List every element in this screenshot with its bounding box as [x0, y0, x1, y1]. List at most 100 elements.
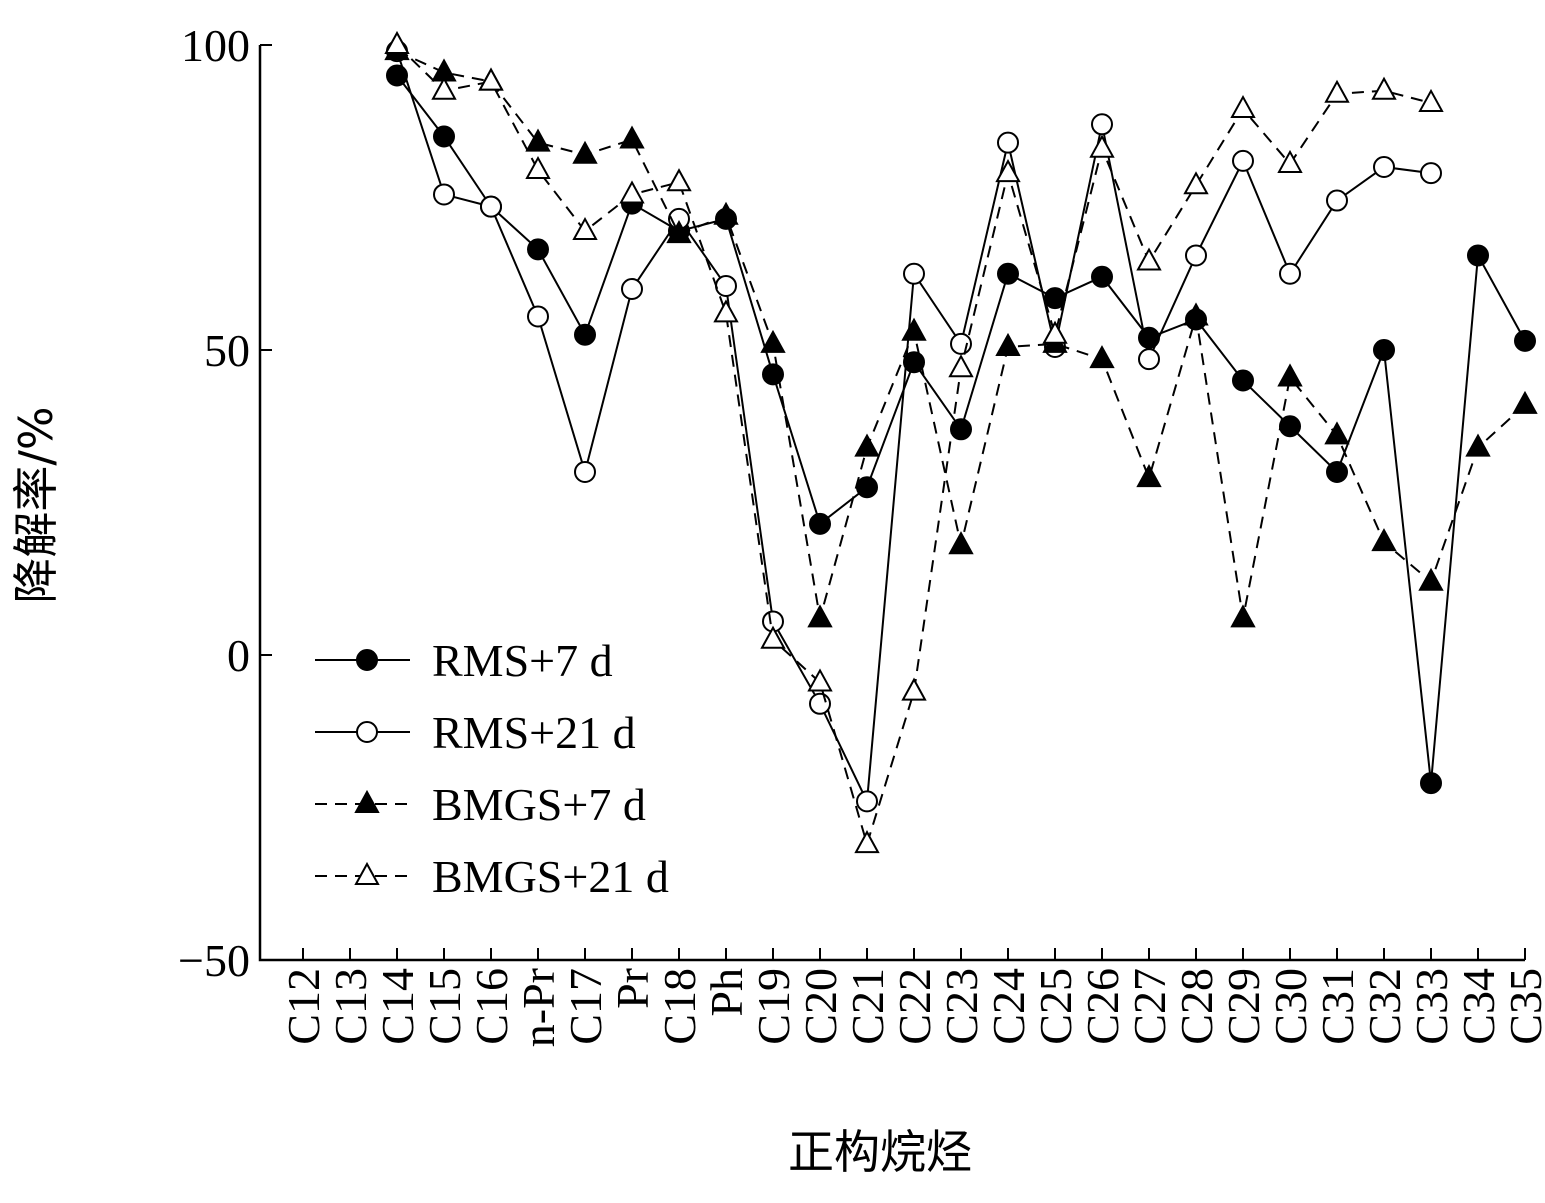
data-point [572, 216, 598, 241]
x-tick-label: C33 [1406, 968, 1457, 1045]
data-point [525, 155, 551, 180]
y-tick-label: −50 [178, 935, 250, 986]
data-point [948, 354, 974, 378]
legend-label: RMS+7 d [432, 635, 613, 686]
legend-marker [356, 721, 378, 743]
legend-label: RMS+21 d [432, 707, 636, 758]
x-tick-label: C21 [842, 968, 893, 1045]
data-point [480, 195, 502, 218]
data-point [1371, 76, 1397, 100]
data-point [760, 625, 786, 649]
data-point [1324, 421, 1350, 445]
data-point [854, 433, 880, 457]
y-tick-label: 50 [204, 325, 250, 376]
data-point [478, 67, 504, 91]
x-tick-label: C35 [1500, 968, 1545, 1045]
legend-item: RMS+7 d [315, 635, 613, 686]
data-point [1326, 189, 1348, 212]
x-tick-label: Pr [607, 968, 658, 1009]
data-point [715, 274, 737, 297]
data-point [619, 180, 645, 204]
series-2 [386, 40, 1442, 813]
data-point [901, 677, 927, 701]
data-point [760, 329, 786, 353]
legend-item: RMS+21 d [315, 707, 636, 758]
x-tick-label: C16 [466, 968, 517, 1045]
data-point [854, 830, 880, 854]
data-point [995, 332, 1021, 356]
data-point [1277, 363, 1303, 387]
data-point [1373, 156, 1395, 178]
data-point [1418, 567, 1444, 591]
x-tick-label: C17 [560, 968, 611, 1045]
x-tick-label: C25 [1030, 968, 1081, 1045]
legend-marker [356, 649, 378, 671]
data-point [950, 332, 972, 355]
x-tick-label: n-Pr [513, 968, 564, 1047]
data-point [856, 476, 878, 499]
data-point [1136, 247, 1162, 271]
data-point [1420, 772, 1442, 795]
data-point [856, 790, 878, 813]
data-point [621, 278, 643, 300]
data-point [807, 604, 833, 628]
x-tick-label: C30 [1265, 968, 1316, 1045]
x-tick-label: C26 [1077, 968, 1128, 1045]
y-tick-label: 100 [181, 20, 250, 71]
data-point [1279, 262, 1301, 285]
data-point [1232, 149, 1254, 172]
data-point [1138, 348, 1160, 371]
data-point [1512, 390, 1538, 414]
legend-label: BMGS+21 d [432, 851, 669, 902]
data-point [1467, 244, 1489, 267]
data-point [807, 668, 833, 692]
data-point [525, 128, 551, 152]
legend: RMS+7 d RMS+21 d BMGS+7 d BMGS+21 d [315, 635, 669, 902]
data-point [950, 418, 972, 441]
series-layer [384, 30, 1538, 854]
data-point [1230, 604, 1256, 628]
data-point [1183, 302, 1209, 326]
data-point [1232, 369, 1254, 392]
data-point [901, 317, 927, 341]
data-point [386, 64, 408, 87]
data-point [433, 183, 455, 206]
data-point [1089, 345, 1115, 369]
data-point [713, 201, 739, 225]
data-point [1185, 244, 1207, 267]
data-point [384, 30, 410, 54]
data-point [948, 531, 974, 555]
data-point [572, 140, 598, 164]
data-point [903, 262, 925, 285]
data-point [1183, 171, 1209, 195]
data-point [1230, 94, 1256, 119]
data-point [431, 76, 457, 100]
x-tick-label: C15 [419, 968, 470, 1045]
data-point [995, 159, 1021, 183]
data-point [666, 168, 692, 192]
data-point [903, 351, 925, 374]
x-tick-label: C29 [1218, 968, 1269, 1045]
data-point [1465, 433, 1491, 457]
data-point [527, 305, 549, 328]
x-axis-title: 正构烷烃 [788, 1125, 972, 1179]
data-point [1371, 528, 1397, 552]
x-tick-label: C32 [1359, 968, 1410, 1045]
data-point [619, 125, 645, 149]
x-tick-label: C23 [936, 968, 987, 1045]
axes: −50 0 50 100 C12C13C14C15C16n-PrC17PrC18PhC1… [178, 20, 1545, 1047]
x-tick-label: C13 [325, 968, 376, 1045]
x-tick-label: C27 [1124, 968, 1175, 1045]
data-point [1373, 339, 1395, 361]
data-point [1514, 329, 1536, 352]
data-point [997, 262, 1019, 285]
data-point [1136, 464, 1162, 488]
legend-item: BMGS+21 d [315, 851, 669, 902]
x-tick-label: Ph [701, 968, 752, 1017]
x-tick-label: C34 [1453, 968, 1504, 1045]
data-point [809, 692, 831, 715]
x-tick-label: C31 [1312, 968, 1363, 1045]
legend-marker [354, 861, 380, 885]
data-point [527, 238, 549, 261]
